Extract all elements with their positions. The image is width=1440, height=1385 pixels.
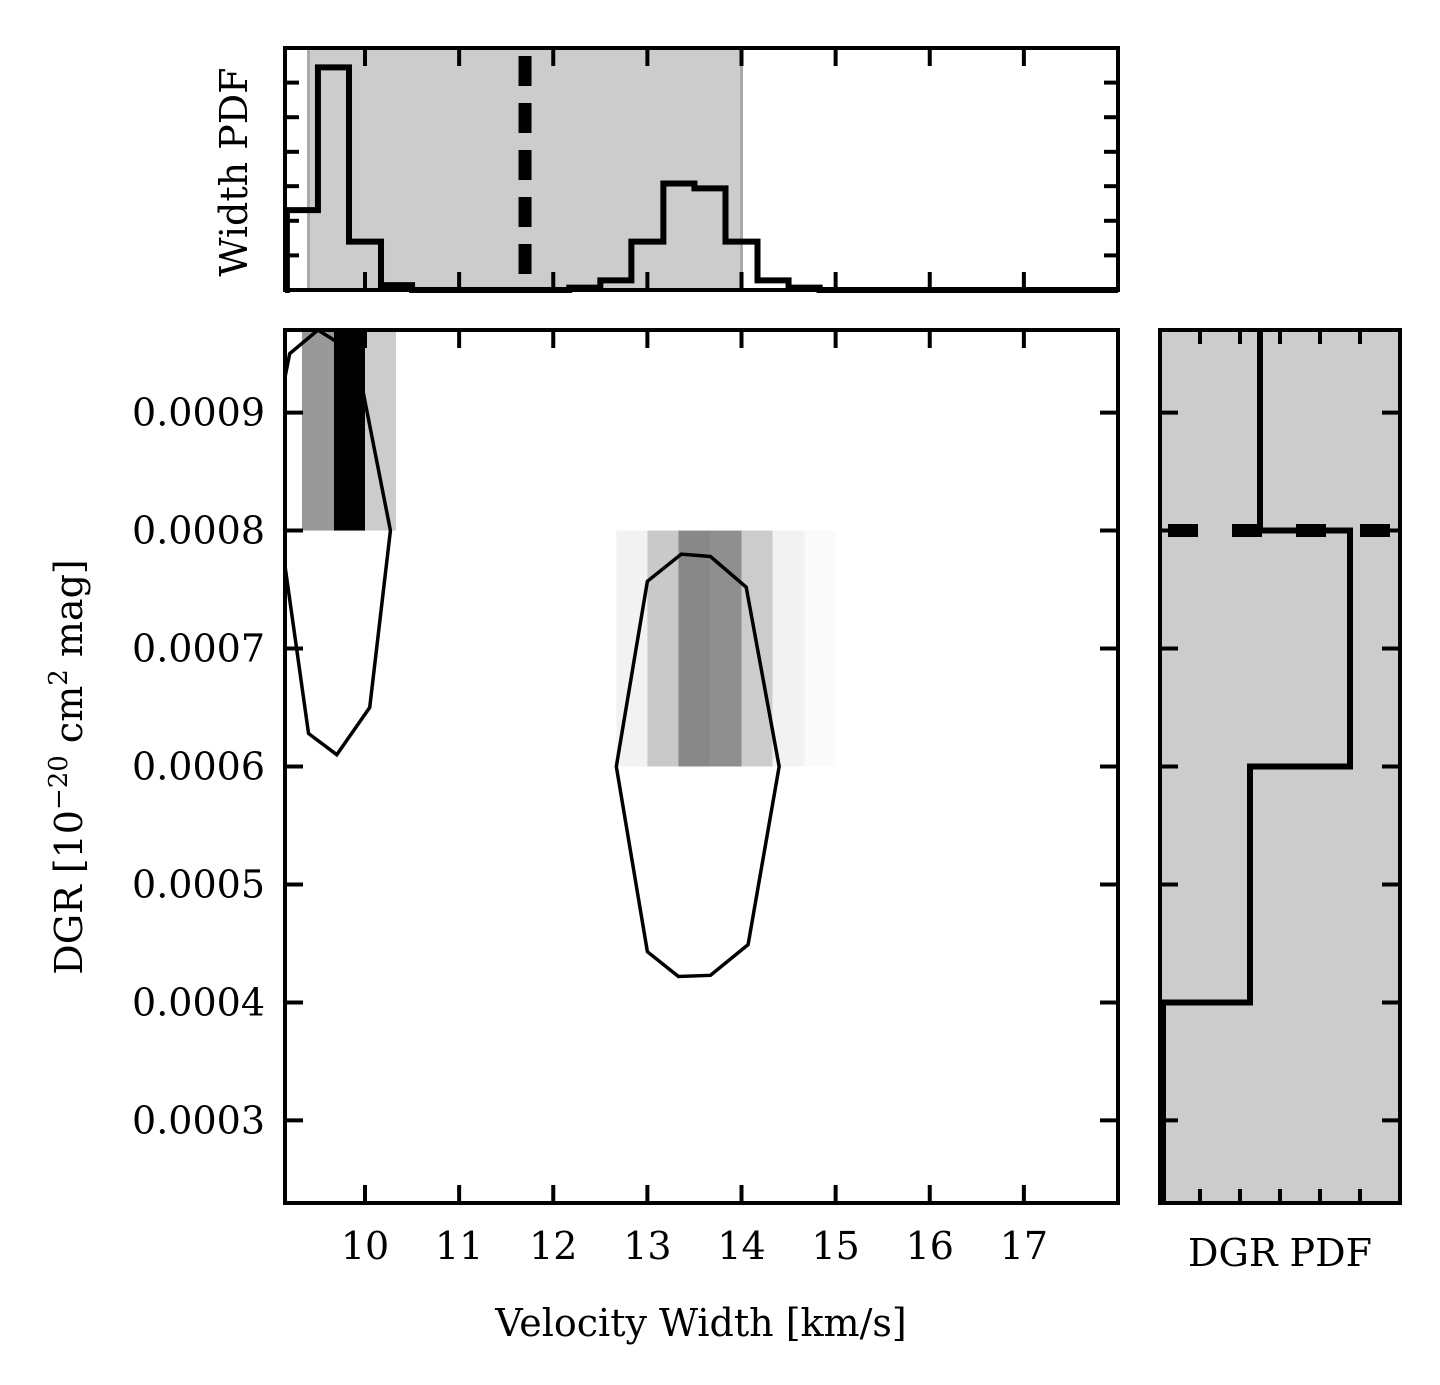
heatmap-cell (772, 530, 805, 767)
heatmap-cell (301, 330, 334, 531)
y-tick-label: 0.0007 (132, 627, 265, 671)
y-tick-label: 0.0006 (132, 745, 265, 789)
dgr-pdf-panel: DGR PDF (1158, 328, 1402, 1275)
heatmap-cell (678, 530, 711, 767)
heatmap-cell (647, 530, 679, 767)
dgr-frame (1158, 328, 1402, 1205)
y-tick-label: 0.0009 (132, 391, 265, 435)
dgr-ticks (1160, 330, 1400, 1203)
x-tick-label: 11 (435, 1224, 483, 1268)
joint-heatmap (285, 330, 836, 767)
heatmap-cell (285, 330, 302, 531)
heatmap-cell (333, 330, 366, 531)
joint-ticks: 10 11 12 13 14 15 16 17 0.0003 0.0004 0.0005 0.0006… (132, 330, 1118, 1268)
width-pdf-panel: Width PDF (212, 46, 1120, 293)
contour-line (614, 552, 781, 979)
x-tick-label: 12 (529, 1224, 577, 1268)
x-tick-label: 16 (906, 1224, 954, 1268)
x-tick-label: 10 (341, 1224, 389, 1268)
y-tick-label: 0.0005 (132, 862, 265, 906)
x-tick-label: 15 (811, 1224, 859, 1268)
heatmap-cell (804, 530, 836, 767)
heatmap-cell (710, 530, 742, 767)
x-axis-label: Velocity Width [km/s] (494, 1301, 906, 1345)
width-pdf-label: Width PDF (212, 67, 256, 276)
width-pdf-step (283, 64, 1118, 293)
joint-panel: 10 11 12 13 14 15 16 17 0.0003 0.0004 0.0005 0.0006… (44, 327, 1120, 1345)
x-tick-label: 17 (1000, 1224, 1048, 1268)
y-tick-label: 0.0003 (132, 1098, 265, 1142)
width-ticks (285, 48, 1118, 290)
x-tick-label: 13 (623, 1224, 671, 1268)
x-tick-label: 14 (717, 1224, 765, 1268)
y-tick-label: 0.0008 (132, 509, 265, 553)
y-tick-label: 0.0004 (132, 980, 265, 1024)
width-frame (283, 46, 1120, 292)
y-axis-label: DGR [10−20 cm2 mag] (44, 559, 91, 974)
dgr-pdf-label: DGR PDF (1188, 1231, 1372, 1275)
joint-frame (283, 328, 1120, 1205)
